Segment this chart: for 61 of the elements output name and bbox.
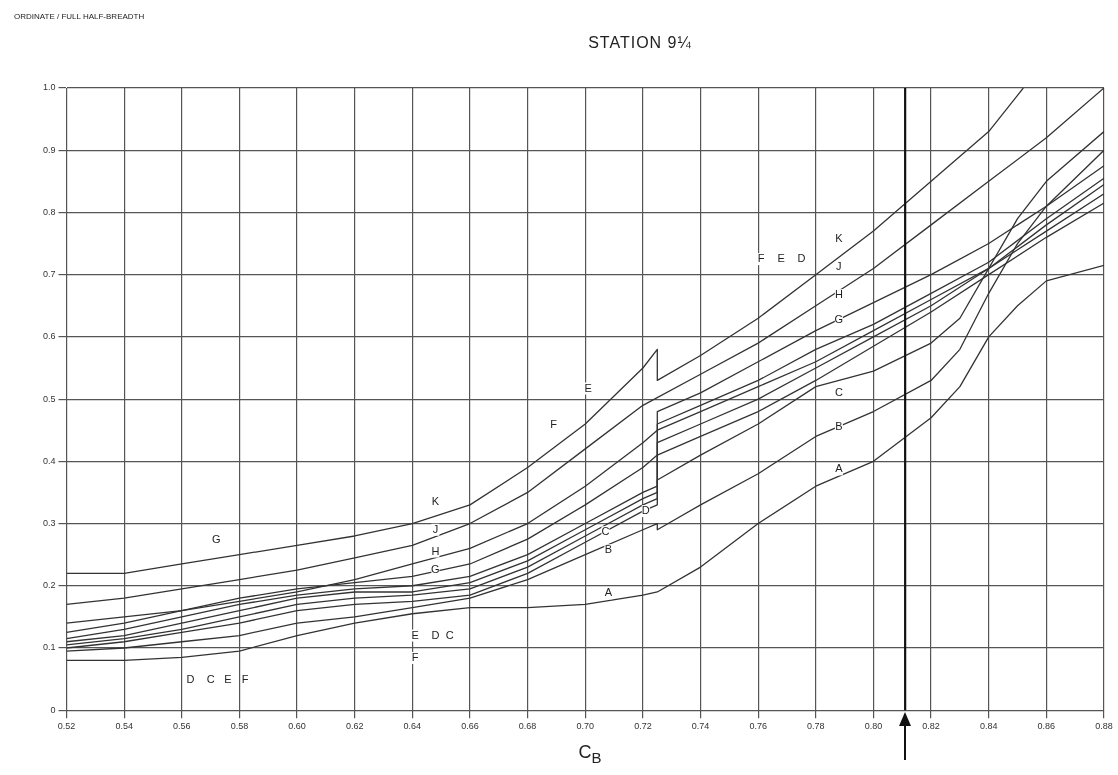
x-tick-label: 0.58 bbox=[230, 721, 249, 732]
annotation: H bbox=[834, 288, 843, 301]
annotation: D bbox=[186, 673, 195, 686]
x-tick-label: 0.56 bbox=[173, 721, 191, 732]
x-tick-label: 0.82 bbox=[922, 721, 940, 732]
y-tick-label: 0.5 bbox=[43, 393, 56, 404]
y-tick-label: 0.3 bbox=[43, 518, 56, 529]
x-tick-label: 0.78 bbox=[807, 721, 825, 732]
text: ORDINATE / FULL HALF-BREADTH bbox=[14, 12, 145, 21]
annotation: E bbox=[777, 252, 785, 265]
annotation: F bbox=[411, 650, 419, 663]
annotation: G bbox=[834, 313, 844, 326]
annotation: F bbox=[757, 252, 765, 265]
x-tick-label: 0.74 bbox=[691, 721, 710, 732]
x-tick-label: 0.76 bbox=[749, 721, 767, 732]
x-tick-label: 0.54 bbox=[115, 721, 133, 732]
annotation: E bbox=[584, 381, 592, 394]
x-tick-label: 0.86 bbox=[1037, 721, 1056, 732]
x-tick-label: 0.60 bbox=[288, 721, 306, 732]
x-tick-label: 0.88 bbox=[1095, 721, 1113, 732]
annotation: K bbox=[835, 232, 844, 245]
x-axis-title: C$_{B}$ bbox=[577, 742, 603, 766]
y-tick-label: 0 bbox=[50, 704, 56, 715]
annotation: D bbox=[797, 252, 806, 265]
annotation: A bbox=[835, 462, 844, 475]
annotation: G bbox=[431, 563, 440, 576]
annotation: D bbox=[431, 628, 440, 641]
y-tick-label: 0.7 bbox=[43, 269, 56, 280]
annotation: J bbox=[432, 522, 439, 535]
chart-title: STATION 9¼ bbox=[587, 34, 693, 52]
y-tick-label: 0.8 bbox=[43, 206, 56, 217]
y-tick-label: 0.1 bbox=[43, 642, 56, 653]
annotation: B bbox=[604, 543, 612, 556]
y-tick-label: 1.0 bbox=[43, 82, 56, 93]
annotation: E bbox=[224, 673, 232, 686]
annotation: E bbox=[411, 628, 419, 641]
x-tick-label: 0.68 bbox=[518, 721, 537, 732]
x-tick-label: 0.64 bbox=[403, 721, 422, 732]
y-tick-label: 0.6 bbox=[43, 331, 56, 342]
x-tick-label: 0.84 bbox=[979, 721, 998, 732]
annotation: F bbox=[550, 418, 558, 431]
annotation: F bbox=[241, 673, 249, 686]
annotation: B bbox=[835, 420, 843, 433]
y-tick-label: 0.9 bbox=[43, 144, 56, 155]
annotation: A bbox=[604, 586, 613, 599]
annotation: G bbox=[212, 533, 221, 546]
annotation: H bbox=[431, 544, 440, 557]
annotation: C bbox=[206, 673, 215, 686]
annotation: K bbox=[431, 494, 440, 507]
annotation: J bbox=[836, 260, 842, 273]
x-tick-label: 0.70 bbox=[576, 721, 595, 732]
x-tick-label: 0.80 bbox=[864, 721, 883, 732]
y-tick-label: 0.2 bbox=[43, 580, 56, 591]
annotation: C bbox=[834, 385, 843, 398]
x-tick-label: 0.72 bbox=[634, 721, 652, 732]
annotation: C bbox=[445, 628, 454, 641]
annotation: C bbox=[601, 525, 610, 538]
x-tick-label: 0.52 bbox=[57, 721, 76, 732]
y-tick-label: 0.4 bbox=[43, 455, 56, 466]
x-tick-label: 0.66 bbox=[461, 721, 479, 732]
x-tick-label: 0.62 bbox=[345, 721, 364, 732]
